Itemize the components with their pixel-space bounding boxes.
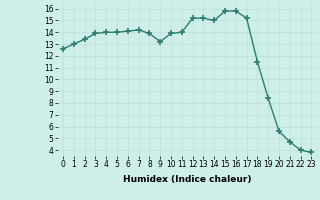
X-axis label: Humidex (Indice chaleur): Humidex (Indice chaleur) (123, 175, 252, 184)
